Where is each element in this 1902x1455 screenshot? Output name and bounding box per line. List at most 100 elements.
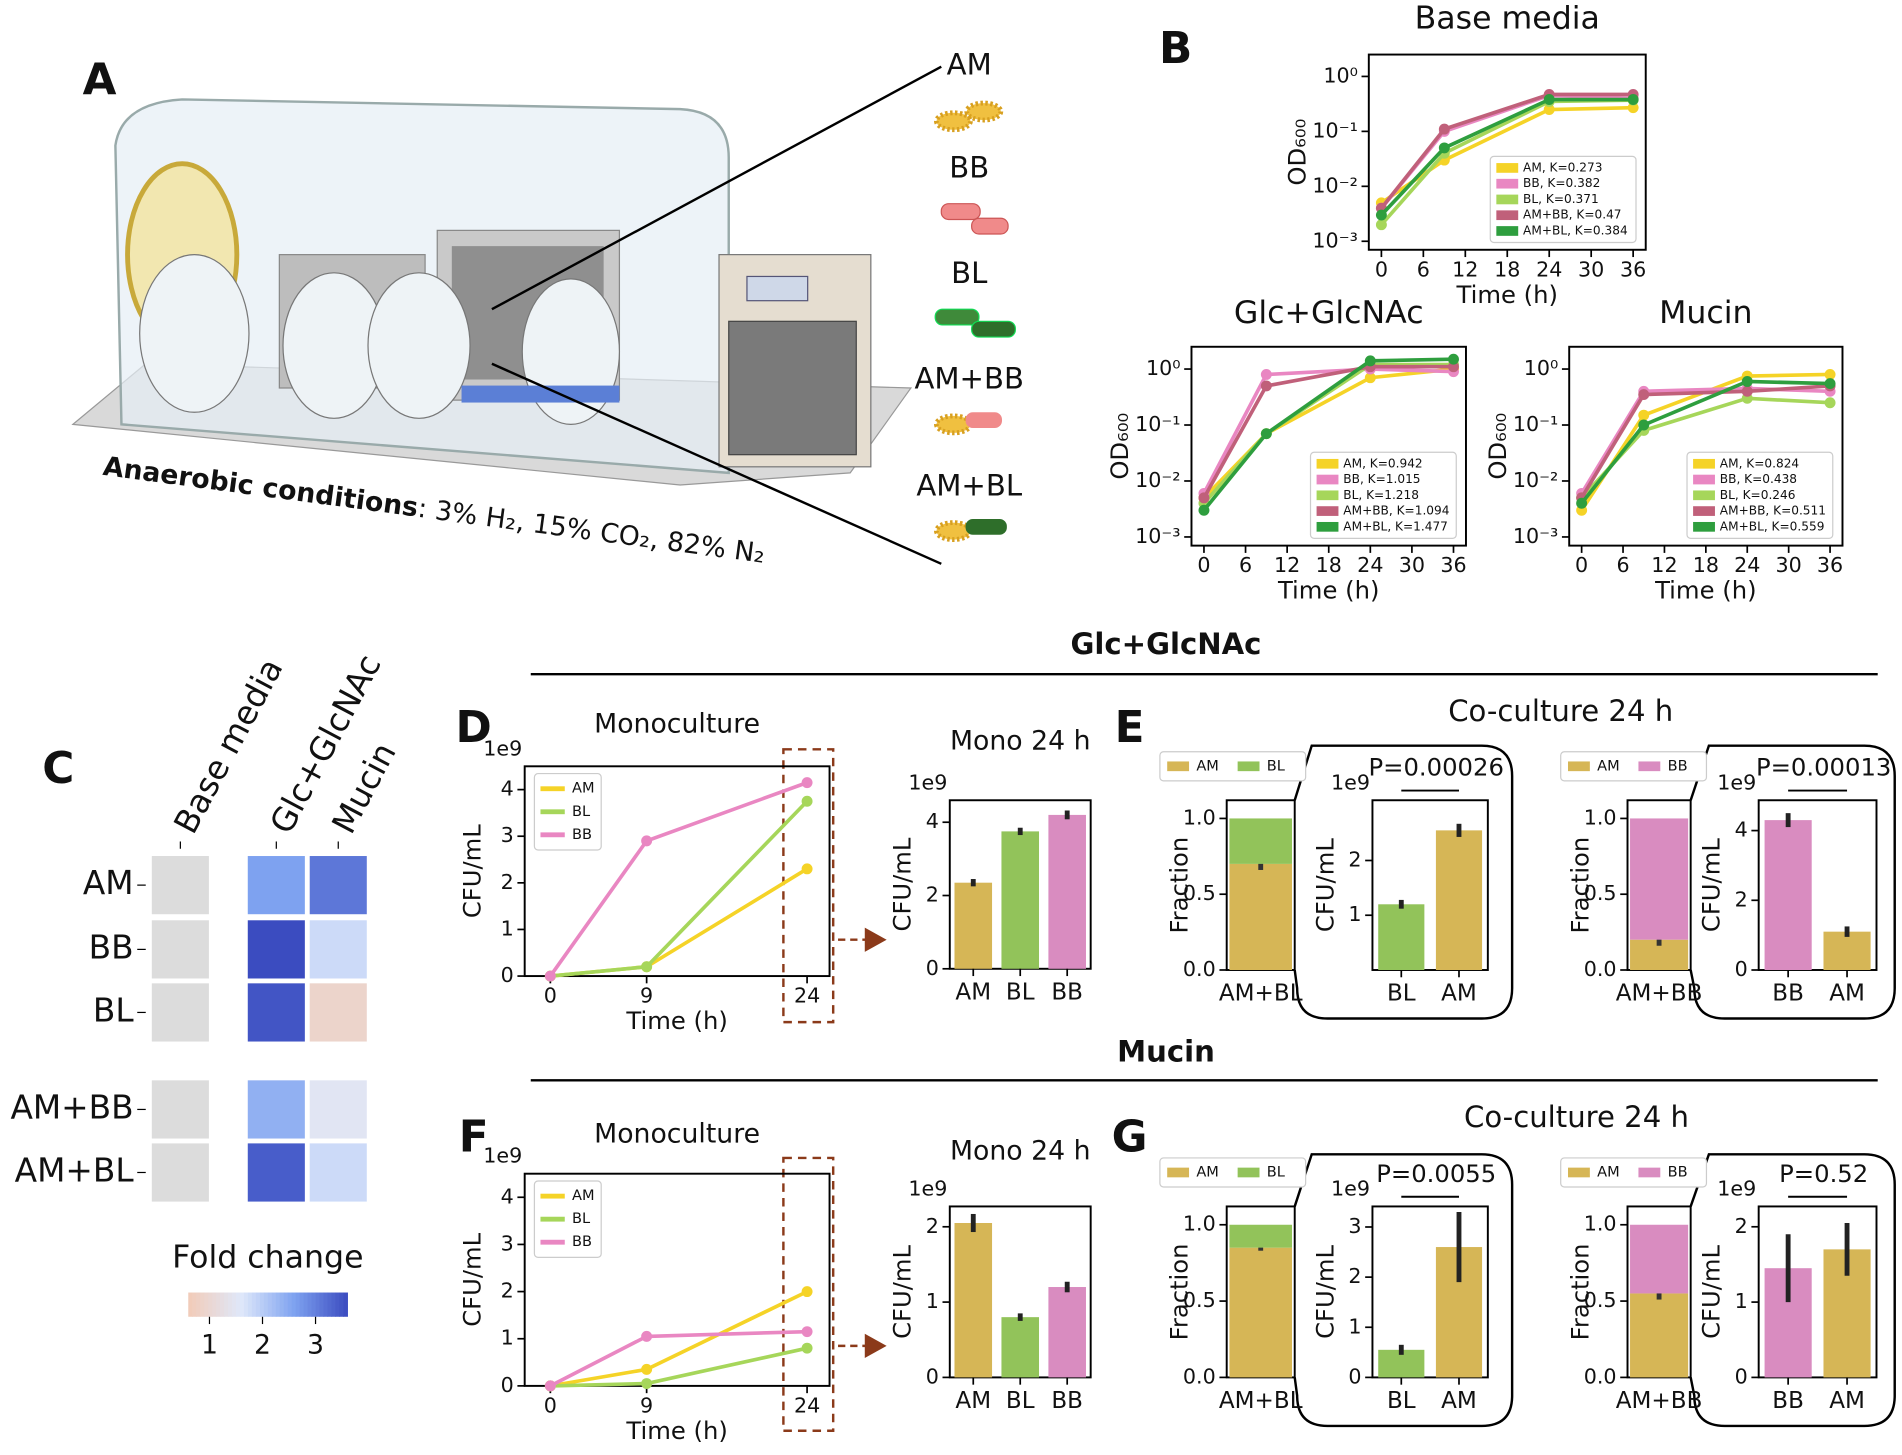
legend-label: BB bbox=[572, 826, 592, 843]
colorbar-step bbox=[220, 1292, 225, 1317]
row-label: BL bbox=[93, 991, 135, 1029]
section-header: Glc+GlcNAc bbox=[1070, 627, 1261, 661]
y-axis-label: OD₆₀₀ bbox=[1282, 119, 1311, 186]
row-label: AM bbox=[83, 864, 134, 902]
heatmap-cell bbox=[309, 1080, 367, 1139]
row-label: AM+BL bbox=[15, 1152, 135, 1190]
legend-label: BB, K=1.015 bbox=[1343, 472, 1420, 486]
heatmap-cell bbox=[151, 1080, 209, 1139]
data-point bbox=[1543, 94, 1555, 105]
y-axis-label: CFU/mL bbox=[1697, 1244, 1726, 1338]
legend-label: AM, K=0.824 bbox=[1720, 456, 1800, 470]
y-tick-label: 10⁻² bbox=[1312, 173, 1357, 197]
x-tick-label: 24 bbox=[794, 1394, 820, 1418]
y-axis-label: OD₆₀₀ bbox=[1483, 413, 1512, 480]
bacteria-bb bbox=[940, 203, 1009, 235]
bar bbox=[1048, 1287, 1086, 1378]
bar-segment bbox=[1229, 1247, 1292, 1378]
data-point bbox=[1576, 497, 1588, 509]
chart-title: Mono 24 h bbox=[950, 726, 1091, 757]
y-offset-label: 1e9 bbox=[483, 1144, 522, 1168]
series-line bbox=[1202, 364, 1454, 499]
colorbar-step bbox=[247, 1292, 253, 1317]
y-tick-label: 0 bbox=[926, 956, 939, 980]
panel-label: E bbox=[1115, 702, 1145, 753]
data-point bbox=[1375, 209, 1387, 221]
legend-swatch bbox=[1496, 226, 1519, 236]
chart-title: Base media bbox=[1415, 0, 1600, 36]
caption-text: : 3% H₂, 15% CO₂, 82% N₂ bbox=[416, 492, 767, 569]
x-tick-label: 0 bbox=[1375, 257, 1388, 281]
legend-swatch bbox=[540, 809, 565, 815]
data-point bbox=[1638, 419, 1650, 431]
x-tick-label: 24 bbox=[1357, 553, 1383, 577]
colorbar-step bbox=[192, 1292, 197, 1317]
colorbar-step bbox=[232, 1292, 237, 1317]
y-tick-label: 2 bbox=[1348, 1264, 1361, 1288]
data-point bbox=[1438, 123, 1450, 135]
legend-swatch bbox=[540, 1216, 565, 1222]
bacteria-am-bb bbox=[933, 412, 1003, 436]
x-tick-label: 9 bbox=[640, 984, 653, 1008]
y-tick-label: 0 bbox=[1348, 1364, 1361, 1388]
y-axis-label: CFU/mL bbox=[1310, 838, 1339, 932]
legend-label: BL bbox=[1267, 757, 1286, 774]
colorbar-step bbox=[200, 1292, 205, 1317]
panel-label: D bbox=[456, 702, 492, 753]
axes-frame bbox=[1371, 799, 1489, 971]
legend-label: BB bbox=[1668, 1163, 1688, 1180]
chart-title: Monoculture bbox=[594, 709, 760, 740]
row-label: AM+BB bbox=[10, 1088, 133, 1126]
bar-segment bbox=[1630, 818, 1689, 940]
x-tick-label: AM bbox=[1829, 981, 1865, 1007]
legend-label: BL bbox=[572, 803, 591, 820]
series-line bbox=[1202, 367, 1454, 495]
colorbar-step bbox=[224, 1292, 229, 1317]
legend-label: AM bbox=[572, 780, 595, 797]
x-tick-label: 12 bbox=[1452, 257, 1478, 281]
x-tick-label: BB bbox=[1772, 981, 1804, 1007]
axes-frame bbox=[523, 765, 831, 978]
bar-segment bbox=[1229, 818, 1292, 864]
data-point bbox=[544, 970, 556, 982]
y-tick-label: 4 bbox=[1735, 818, 1748, 842]
legend-swatch bbox=[540, 786, 565, 792]
y-tick-label: 3 bbox=[1348, 1214, 1361, 1238]
legend-swatch bbox=[1316, 521, 1339, 532]
series-line bbox=[1580, 384, 1831, 499]
axes-frame bbox=[1757, 1205, 1878, 1379]
panel-label: C bbox=[42, 743, 74, 794]
colorbar-step bbox=[287, 1292, 293, 1317]
colorbar-step bbox=[263, 1292, 269, 1317]
data-point bbox=[1448, 361, 1459, 373]
y-tick-label: 10⁻³ bbox=[1513, 524, 1558, 548]
legend-frame bbox=[1309, 451, 1457, 539]
y-tick-label: 0 bbox=[1735, 1364, 1748, 1388]
arrow-head bbox=[864, 1333, 887, 1358]
y-tick-label: 10⁰ bbox=[1524, 356, 1559, 380]
y-tick-label: 2 bbox=[1735, 887, 1748, 911]
y-tick-label: 2 bbox=[926, 1214, 939, 1238]
y-axis-label: CFU/mL bbox=[1697, 838, 1726, 932]
callouts bbox=[1293, 744, 1896, 1428]
colorbar-tick-label: 3 bbox=[307, 1329, 324, 1360]
y-offset-label: 1e9 bbox=[483, 736, 522, 760]
x-tick-label: BL bbox=[1006, 980, 1035, 1006]
x-tick-label: BL bbox=[1006, 1388, 1035, 1414]
x-tick-label: BL bbox=[1387, 1388, 1416, 1414]
legend-label: BL, K=0.371 bbox=[1523, 192, 1599, 206]
y-tick-label: 10⁻³ bbox=[1312, 228, 1357, 252]
legend-frame bbox=[1686, 451, 1834, 539]
x-tick-label: 24 bbox=[794, 984, 820, 1008]
bar bbox=[1001, 1317, 1040, 1378]
legend-label: AM+BL, K=0.559 bbox=[1720, 519, 1825, 533]
x-tick-label: 6 bbox=[1239, 553, 1252, 577]
data-point bbox=[1198, 492, 1210, 504]
y-tick-label: 0.5 bbox=[1584, 1288, 1617, 1312]
section-header: Mucin bbox=[1117, 1035, 1215, 1069]
y-tick-label: 3 bbox=[501, 1231, 514, 1255]
bar bbox=[1435, 830, 1483, 970]
x-tick-label: BB bbox=[1051, 1388, 1083, 1414]
tray bbox=[461, 385, 620, 403]
x-axis-label: Time (h) bbox=[625, 1416, 728, 1445]
